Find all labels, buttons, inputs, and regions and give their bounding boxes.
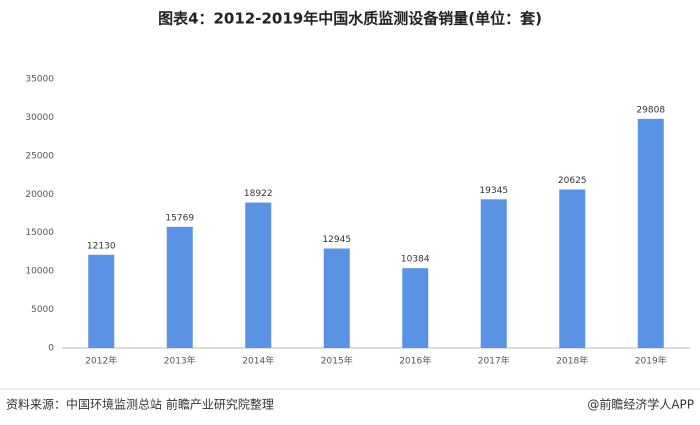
- bar: [637, 118, 664, 348]
- bar: [480, 199, 507, 348]
- bar: [88, 254, 115, 348]
- bar: [166, 226, 193, 348]
- source-note: 资料来源：中国环境监测总站 前瞻产业研究院整理: [6, 397, 274, 412]
- value-label: 12130: [87, 241, 116, 251]
- value-label: 15769: [165, 213, 194, 223]
- value-label: 20625: [558, 176, 587, 186]
- value-label: 18922: [244, 189, 273, 199]
- y-tick-label: 30000: [25, 113, 54, 123]
- value-label: 10384: [401, 255, 430, 265]
- x-tick-label: 2012年: [85, 355, 117, 367]
- value-label: 19345: [479, 186, 508, 196]
- value-label: 12945: [322, 235, 351, 245]
- y-tick-label: 25000: [25, 151, 54, 161]
- y-tick-label: 15000: [25, 228, 54, 238]
- credit: @前瞻经济学人APP: [587, 397, 694, 412]
- x-tick-label: 2013年: [164, 355, 196, 367]
- bar: [559, 189, 586, 348]
- y-tick-label: 35000: [25, 75, 54, 85]
- bar: [245, 202, 272, 348]
- x-tick-label: 2016年: [399, 355, 431, 367]
- x-tick-label: 2019年: [635, 355, 667, 367]
- value-label: 29808: [636, 105, 665, 115]
- x-tick-label: 2015年: [321, 355, 353, 367]
- bar: [323, 248, 350, 348]
- bar: [402, 268, 429, 348]
- y-tick-label: 20000: [25, 190, 54, 200]
- chart-title: 图表4：2012-2019年中国水质监测设备销量(单位：套): [158, 10, 542, 28]
- y-tick-label: 10000: [25, 267, 54, 277]
- x-tick-label: 2017年: [478, 355, 510, 367]
- x-tick-label: 2018年: [556, 355, 588, 367]
- x-tick-label: 2014年: [242, 355, 274, 367]
- y-tick-label: 5000: [31, 305, 54, 315]
- y-tick-label: 0: [48, 344, 54, 354]
